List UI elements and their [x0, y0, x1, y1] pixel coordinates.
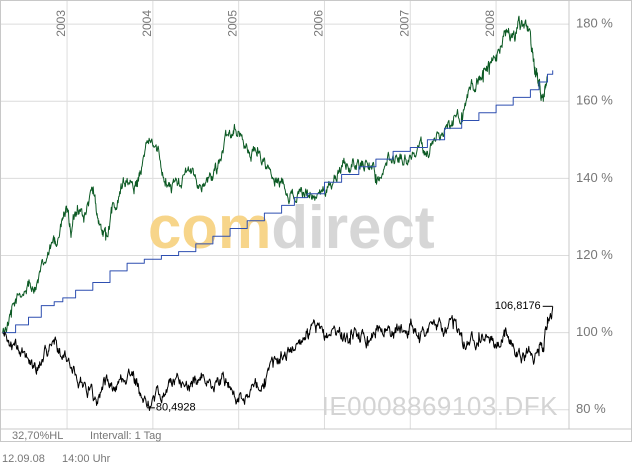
annotation-max-label: 106,8176 [495, 300, 541, 312]
series-group [2, 15, 554, 411]
watermark: comdirect IE0008869103.DFK [148, 194, 558, 421]
x-tick-label: 2003 [54, 10, 68, 37]
y-tick-label: 140 % [576, 170, 613, 185]
footer-hl: 32,70%HL [12, 430, 63, 442]
chart: comdirect IE0008869103.DFK 80 % 100 % 120 … [0, 0, 632, 442]
svg-text:comdirect: comdirect [148, 194, 435, 261]
series-blue-line [2, 70, 554, 334]
grid [1, 1, 569, 429]
x-tick-label: 2006 [311, 10, 325, 37]
watermark-com: com [148, 194, 271, 261]
x-tick-label: 2008 [483, 10, 497, 37]
axes: 80 % 100 % 120 % 140 % 160 % 180 % 2003 2004 200… [54, 10, 613, 416]
isin-label: IE0008869103.DFK [322, 391, 559, 421]
annotation-min-label: 80,4928 [156, 402, 196, 414]
timestamp-date: 12.09.08 [2, 453, 45, 465]
series-black-line [2, 306, 554, 411]
timestamp-time: 14:00 Uhr [62, 453, 111, 465]
chart-frame [0, 0, 632, 442]
watermark-direct: direct [271, 194, 434, 261]
timestamp-bar: 12.09.08 14:00 Uhr [0, 442, 634, 466]
y-tick-label: 120 % [576, 247, 613, 262]
annotations: 106,8176 80,4928 [146, 300, 553, 414]
footer-interval: Intervall: 1 Tag [90, 430, 161, 442]
x-tick-label: 2007 [397, 10, 411, 37]
x-tick-label: 2005 [226, 10, 240, 37]
x-tick-label: 2004 [140, 10, 154, 37]
y-tick-label: 180 % [576, 16, 613, 31]
y-tick-label: 80 % [576, 401, 606, 416]
y-tick-label: 100 % [576, 324, 613, 339]
y-tick-label: 160 % [576, 93, 613, 108]
series-green-line [2, 15, 548, 334]
